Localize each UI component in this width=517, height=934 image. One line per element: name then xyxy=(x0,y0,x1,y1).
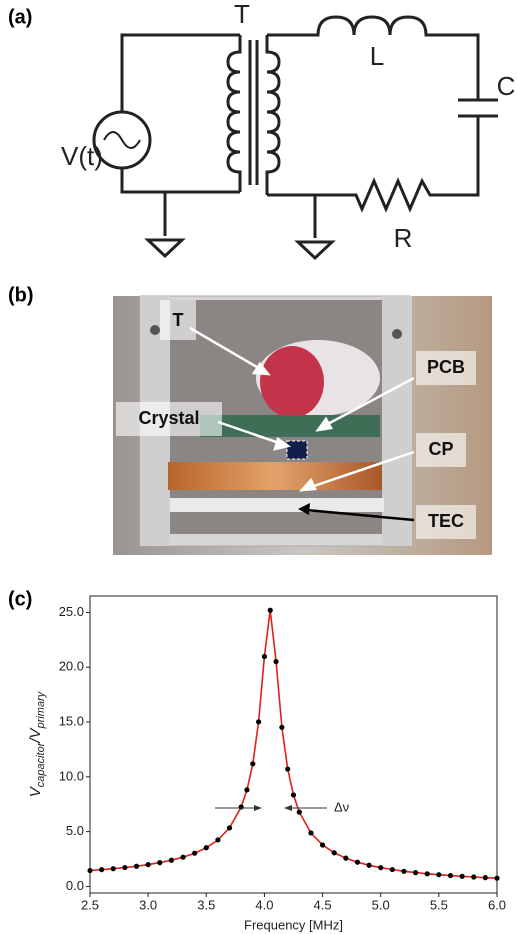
y-tick-label: 15.0 xyxy=(59,713,84,728)
data-point xyxy=(448,873,453,878)
x-tick-label: 2.5 xyxy=(81,897,99,912)
data-point xyxy=(332,850,337,855)
y-tick-label: 10.0 xyxy=(59,768,84,783)
data-point xyxy=(308,830,313,835)
y-tick-label: 0.0 xyxy=(66,878,84,893)
data-point xyxy=(262,654,267,659)
resistor-label: R xyxy=(394,223,413,253)
data-point xyxy=(494,876,499,881)
data-point xyxy=(111,866,116,871)
source-label: V(t) xyxy=(61,141,103,171)
hole xyxy=(392,329,402,339)
crystal xyxy=(287,441,307,459)
fit-line xyxy=(90,610,497,878)
coil xyxy=(260,346,324,418)
x-tick-label: 6.0 xyxy=(488,897,506,912)
x-tick-label: 4.5 xyxy=(314,897,332,912)
data-point xyxy=(250,761,255,766)
callout: TEC xyxy=(428,511,464,531)
data-point xyxy=(256,719,261,724)
inductor-label: L xyxy=(370,41,384,71)
y-axis-label: Vcapacitor/Vprimary xyxy=(27,690,47,797)
y-tick-label: 20.0 xyxy=(59,659,84,674)
data-point xyxy=(483,875,488,880)
tec xyxy=(170,498,384,512)
data-point xyxy=(134,864,139,869)
copper-plate xyxy=(168,462,382,490)
panel-label: (c) xyxy=(8,588,32,610)
data-point xyxy=(343,856,348,861)
photo: (b) T PCB Crystal CP TEC xyxy=(8,284,492,555)
x-tick-label: 5.5 xyxy=(430,897,448,912)
ground xyxy=(148,240,332,258)
data-point xyxy=(285,766,290,771)
data-point xyxy=(355,860,360,865)
data-point xyxy=(87,868,92,873)
data-point xyxy=(378,865,383,870)
primary-coil xyxy=(228,35,240,192)
chart: (c) 0.0 5.0 10.0 15.0 20.0 25.0 2.5 3.0 3.5 4.0 4.… xyxy=(8,588,506,932)
y-tick-label: 5.0 xyxy=(66,823,84,838)
data-point xyxy=(425,871,430,876)
data-point xyxy=(460,874,465,879)
data-point xyxy=(436,872,441,877)
y-axis-label-part: capacitor xyxy=(35,741,47,787)
transformer-label: T xyxy=(234,0,250,29)
x-tick-label: 3.0 xyxy=(139,897,157,912)
data-point xyxy=(192,851,197,856)
data-point xyxy=(401,869,406,874)
x-tick-label: 5.0 xyxy=(372,897,390,912)
data-point xyxy=(297,810,302,815)
figure: (a) T L C V(t) R (b) T PCB Crystal CP TE… xyxy=(0,0,517,934)
data-point xyxy=(215,837,220,842)
data-point xyxy=(122,865,127,870)
callout: Crystal xyxy=(138,408,199,428)
data-point xyxy=(390,867,395,872)
callout: T xyxy=(173,310,184,330)
data-point xyxy=(273,659,278,664)
data-point xyxy=(366,863,371,868)
x-axis-label: Frequency [MHz] xyxy=(244,917,343,932)
circuit: (a) T L C V(t) R xyxy=(8,0,515,258)
data-point xyxy=(146,862,151,867)
data-point xyxy=(169,858,174,863)
annotation: Δν xyxy=(334,799,349,814)
secondary-coil xyxy=(267,35,279,195)
data-point xyxy=(180,855,185,860)
capacitor xyxy=(458,100,498,116)
data-point xyxy=(244,787,249,792)
data-point xyxy=(268,608,273,613)
x-tick-label: 4.0 xyxy=(255,897,273,912)
arrow-head xyxy=(284,805,292,811)
y-tick-label: 25.0 xyxy=(59,604,84,619)
core xyxy=(250,40,257,185)
data-point xyxy=(99,867,104,872)
data-point xyxy=(227,825,232,830)
data-point xyxy=(320,842,325,847)
plot-frame xyxy=(90,596,497,893)
data-point xyxy=(291,792,296,797)
data-point xyxy=(239,804,244,809)
callout: PCB xyxy=(427,357,465,377)
data-point xyxy=(157,860,162,865)
arrow-head xyxy=(254,805,262,811)
data-point xyxy=(413,870,418,875)
x-tick-label: 3.5 xyxy=(197,897,215,912)
panel-label: (b) xyxy=(8,284,34,306)
callout: CP xyxy=(428,439,453,459)
hole xyxy=(150,325,160,335)
capacitor-label: C xyxy=(497,71,516,101)
y-axis-label-part: primary xyxy=(35,690,47,729)
data-point xyxy=(471,874,476,879)
data-point xyxy=(279,725,284,730)
data-point xyxy=(204,845,209,850)
panel-label: (a) xyxy=(8,6,32,28)
